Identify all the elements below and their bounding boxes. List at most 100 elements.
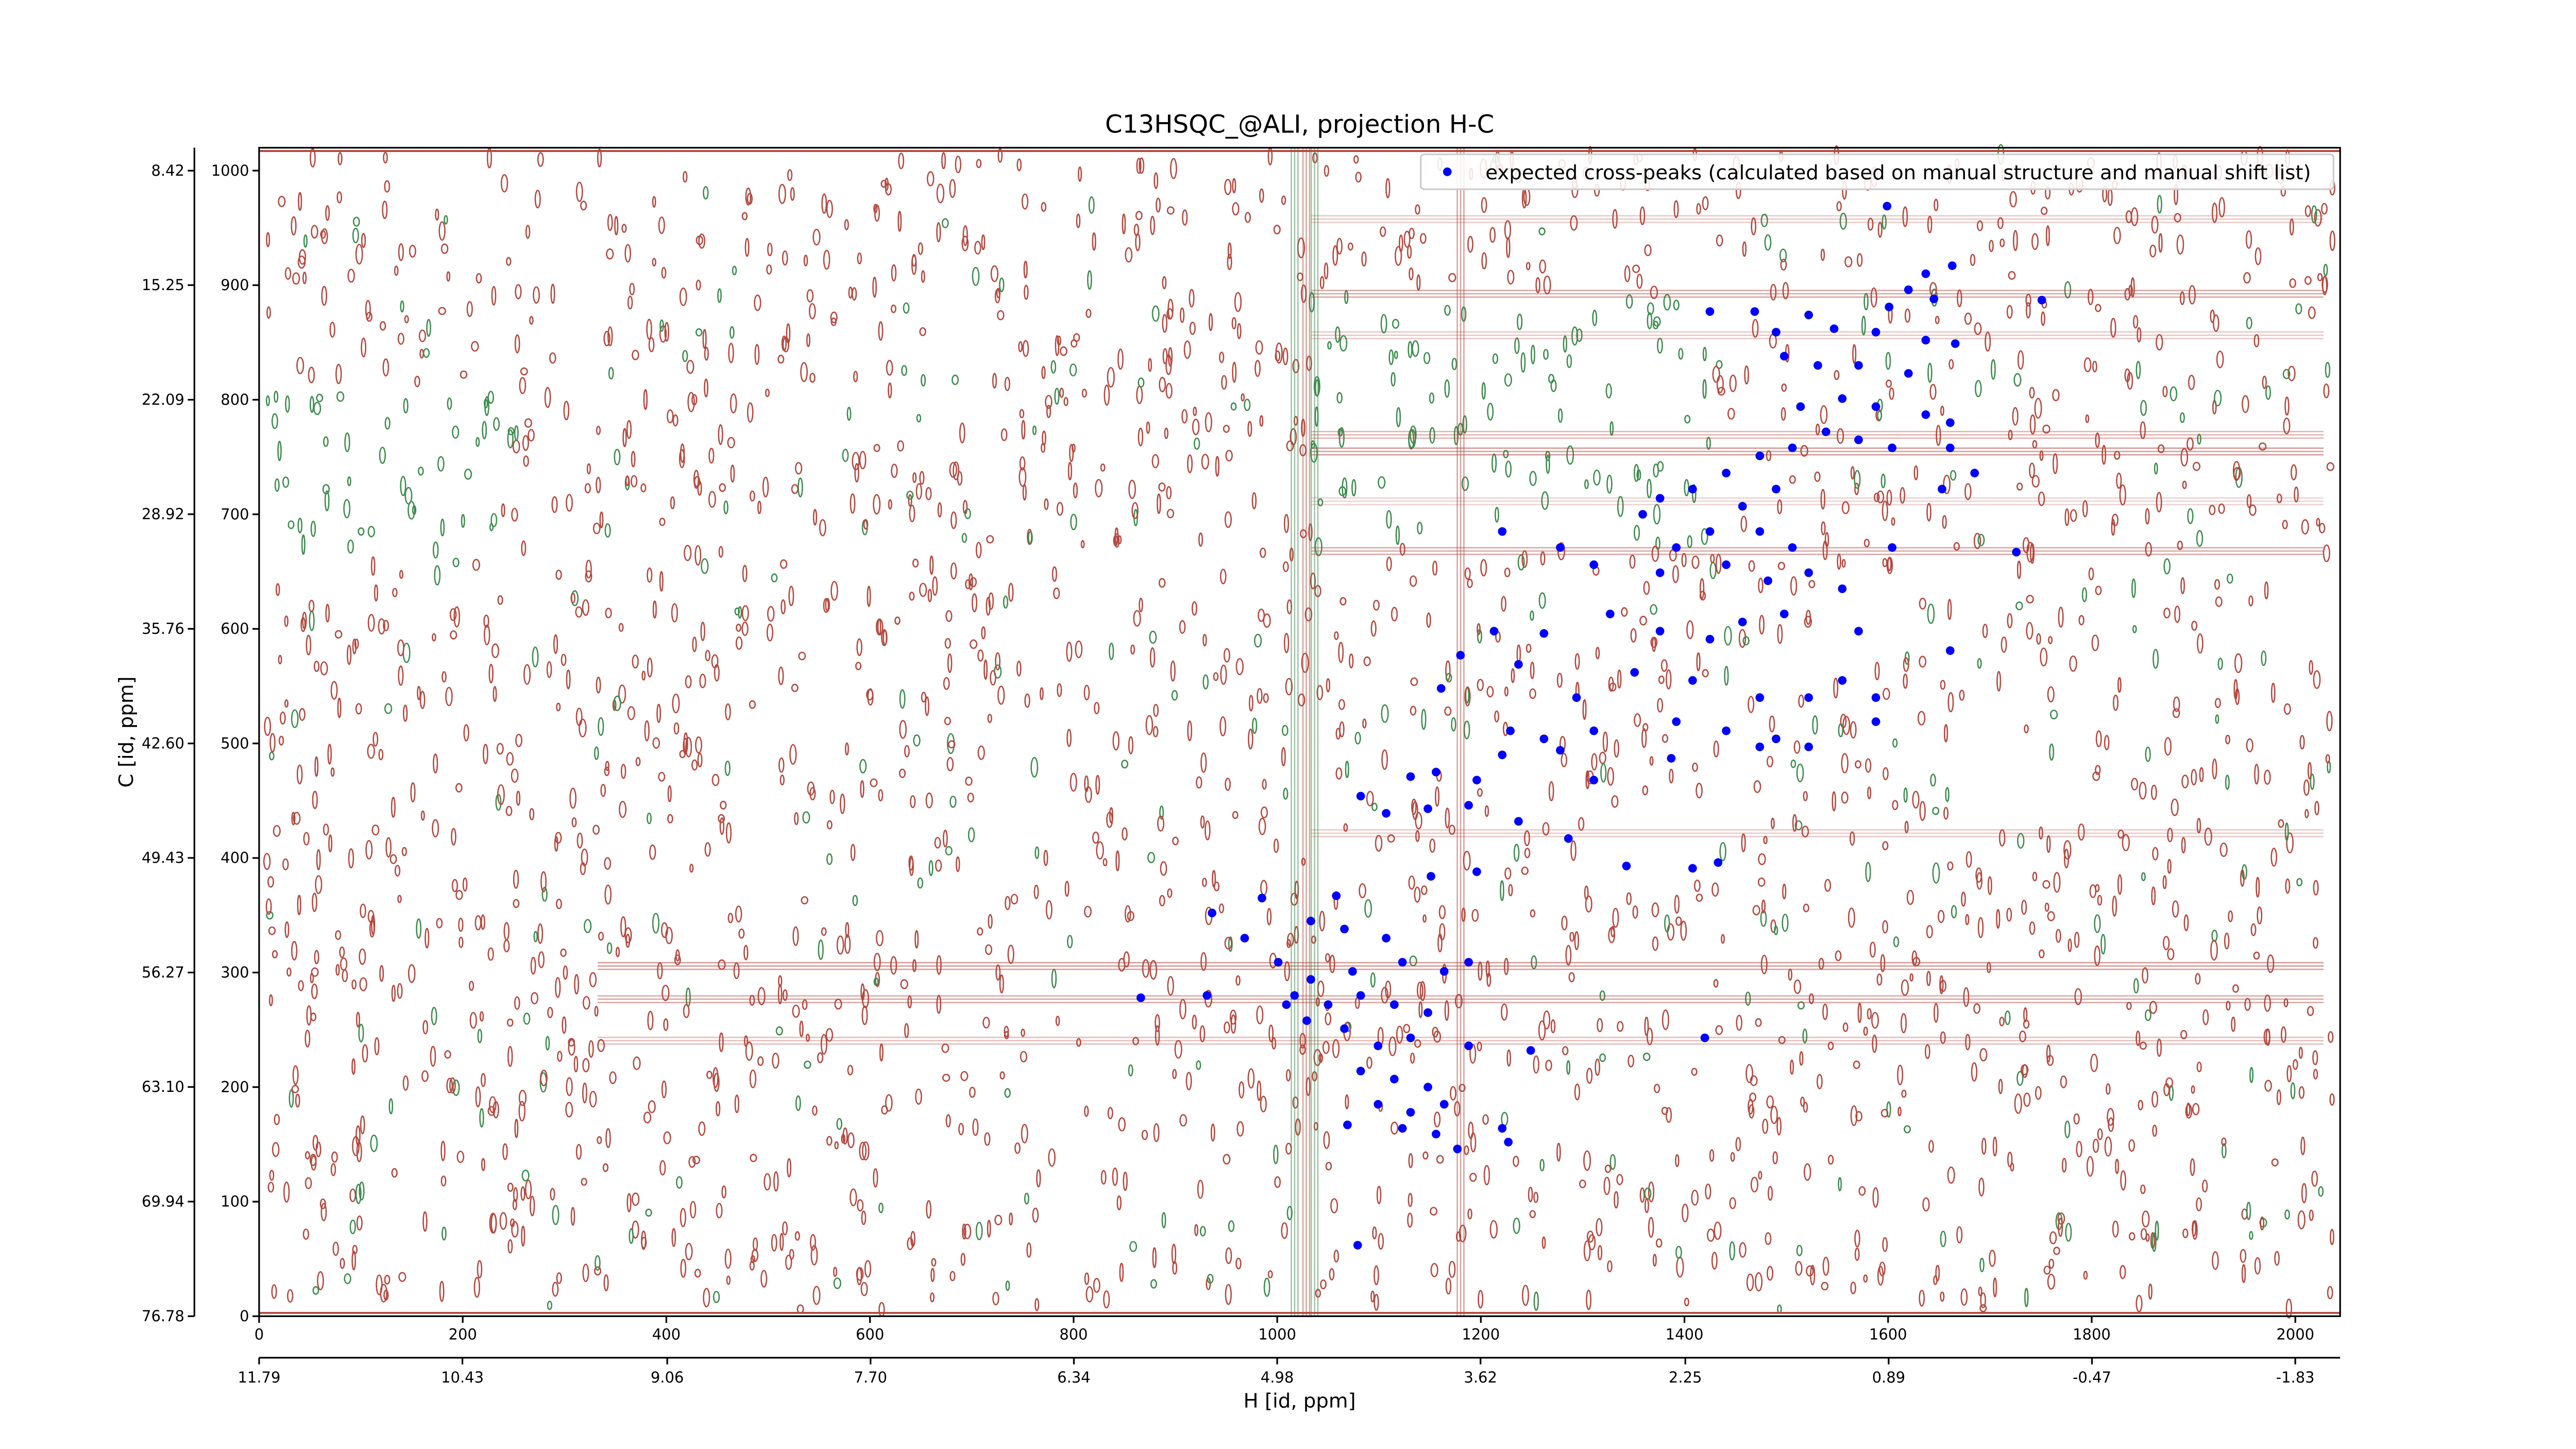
contour [1557, 408, 1563, 423]
contour [2122, 834, 2130, 851]
contour [1409, 575, 1417, 587]
contour [836, 1118, 842, 1130]
contour [1232, 202, 1240, 216]
contour [1852, 344, 1857, 364]
contour [689, 1201, 697, 1219]
contour [1212, 870, 1216, 888]
contour [507, 429, 514, 449]
y2-tick-label: 35.76 [142, 620, 184, 637]
contour [689, 864, 694, 873]
contour [671, 1228, 676, 1248]
cross-peak [1398, 957, 1407, 967]
contour [879, 1043, 884, 1062]
contour [1798, 694, 1804, 708]
contour [291, 709, 299, 729]
contour [984, 1132, 991, 1146]
contour [1109, 807, 1113, 824]
contour [367, 614, 375, 632]
cross-peak [1504, 1138, 1513, 1147]
contour [1255, 340, 1263, 355]
contour [408, 500, 416, 520]
contour [1911, 950, 1918, 966]
contour [891, 264, 897, 282]
contour [1086, 1286, 1094, 1303]
contour [1114, 533, 1120, 548]
contour [1386, 510, 1392, 529]
contour [287, 520, 295, 529]
contour [1883, 687, 1890, 700]
contour [859, 1141, 867, 1160]
contour [608, 367, 614, 380]
x-tick-label: 1000 [1258, 1325, 1296, 1343]
cross-peak [1722, 468, 1731, 478]
contour [792, 926, 799, 946]
contour [2082, 500, 2088, 518]
contour [1266, 908, 1272, 925]
contour [2053, 1246, 2060, 1255]
contour [2304, 276, 2312, 285]
contour [449, 608, 457, 621]
contour [925, 696, 929, 716]
contour [382, 358, 389, 377]
contour [1815, 424, 1820, 435]
contour [1713, 979, 1719, 988]
contour [2246, 494, 2252, 508]
contour [1782, 282, 1789, 300]
contour [506, 1018, 514, 1027]
contour [2231, 1017, 2236, 1032]
contour [1159, 377, 1166, 393]
contour [310, 148, 316, 168]
contour [1752, 318, 1759, 338]
contour [510, 1218, 515, 1227]
contour [1674, 895, 1680, 914]
contour [1019, 456, 1026, 471]
contour [462, 877, 468, 892]
contour [1687, 535, 1692, 548]
contour [894, 616, 901, 625]
contour [529, 316, 534, 325]
contour [1462, 415, 1467, 434]
contour [521, 540, 527, 557]
contour [1950, 470, 1957, 481]
contour [1041, 201, 1047, 212]
contour [2157, 195, 2162, 214]
contour [775, 1026, 783, 1036]
contour [582, 996, 590, 1010]
x-tick-label: 600 [856, 1325, 884, 1343]
contour [391, 984, 396, 1002]
contour [951, 511, 957, 529]
contour [945, 846, 953, 856]
contour [1650, 604, 1657, 615]
contour [1947, 598, 1952, 620]
contour [310, 396, 314, 413]
contour [523, 455, 529, 467]
contour [1205, 412, 1212, 432]
contour [1607, 1260, 1613, 1273]
contour [1172, 1069, 1177, 1080]
contour [2097, 1128, 2103, 1140]
cross-peak [1274, 957, 1283, 967]
contour [802, 999, 808, 1010]
contour [941, 1043, 950, 1053]
contour [1565, 945, 1572, 966]
contour [2318, 523, 2326, 534]
contour [1230, 402, 1237, 411]
contour [1724, 626, 1732, 646]
contour [750, 1154, 757, 1162]
contour [2300, 1136, 2306, 1155]
contour [1153, 1123, 1160, 1142]
contour [1464, 686, 1471, 706]
contour [284, 921, 290, 938]
contour [1396, 407, 1401, 428]
contour [1586, 1289, 1592, 1310]
contour [1069, 363, 1077, 377]
contour [1282, 347, 1289, 365]
contour [1585, 895, 1592, 913]
contour [741, 212, 748, 221]
cross-peak [1498, 750, 1507, 760]
contour [1165, 354, 1172, 376]
contour [1223, 425, 1230, 433]
contour [533, 931, 538, 942]
contour [344, 432, 350, 452]
contour [594, 1006, 599, 1017]
